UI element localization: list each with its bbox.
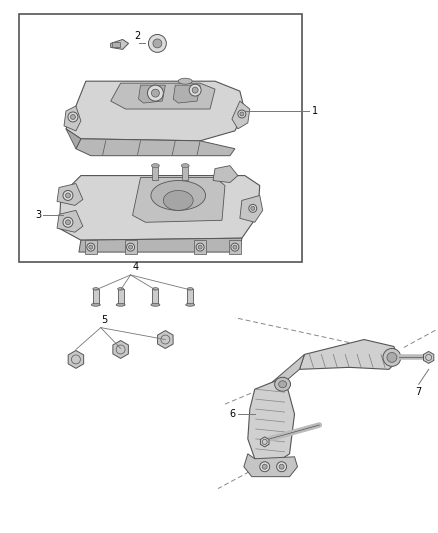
Ellipse shape bbox=[91, 303, 100, 306]
Ellipse shape bbox=[118, 288, 124, 290]
Circle shape bbox=[251, 206, 255, 211]
Polygon shape bbox=[59, 175, 260, 240]
Ellipse shape bbox=[181, 164, 189, 168]
Polygon shape bbox=[265, 354, 304, 399]
Polygon shape bbox=[79, 238, 242, 252]
Bar bbox=[152, 166, 159, 180]
Circle shape bbox=[238, 110, 246, 118]
Polygon shape bbox=[424, 351, 434, 364]
Polygon shape bbox=[76, 139, 235, 156]
Circle shape bbox=[152, 89, 159, 97]
Polygon shape bbox=[66, 129, 81, 149]
Circle shape bbox=[279, 464, 284, 469]
Ellipse shape bbox=[186, 303, 194, 306]
Ellipse shape bbox=[93, 288, 99, 290]
Bar bbox=[93, 289, 99, 305]
Ellipse shape bbox=[387, 352, 397, 362]
Circle shape bbox=[65, 193, 71, 198]
Circle shape bbox=[249, 204, 257, 212]
Bar bbox=[194, 240, 206, 254]
Bar bbox=[182, 166, 188, 180]
Text: 6: 6 bbox=[230, 409, 236, 419]
Polygon shape bbox=[158, 330, 173, 349]
Ellipse shape bbox=[163, 190, 193, 211]
Polygon shape bbox=[213, 166, 238, 182]
Circle shape bbox=[153, 39, 162, 48]
Polygon shape bbox=[232, 101, 250, 129]
Circle shape bbox=[148, 85, 163, 101]
Circle shape bbox=[196, 243, 204, 251]
Circle shape bbox=[65, 220, 71, 225]
Polygon shape bbox=[113, 341, 128, 358]
Bar bbox=[118, 289, 124, 305]
Polygon shape bbox=[300, 340, 399, 369]
Bar bbox=[229, 240, 241, 254]
Polygon shape bbox=[138, 85, 165, 103]
Circle shape bbox=[262, 464, 267, 469]
Circle shape bbox=[89, 245, 93, 249]
Text: 5: 5 bbox=[101, 314, 107, 325]
Bar bbox=[19, 14, 303, 262]
Polygon shape bbox=[64, 106, 81, 131]
Circle shape bbox=[129, 245, 133, 249]
Text: 4: 4 bbox=[133, 262, 139, 272]
Polygon shape bbox=[57, 211, 83, 232]
Text: 1: 1 bbox=[312, 106, 318, 116]
Bar bbox=[187, 289, 193, 305]
Ellipse shape bbox=[275, 377, 290, 391]
Polygon shape bbox=[240, 196, 263, 222]
Circle shape bbox=[192, 87, 198, 93]
Circle shape bbox=[189, 84, 201, 96]
Circle shape bbox=[87, 243, 95, 251]
Text: 7: 7 bbox=[416, 387, 422, 397]
Circle shape bbox=[63, 217, 73, 227]
Polygon shape bbox=[57, 183, 83, 205]
Circle shape bbox=[71, 115, 75, 119]
Ellipse shape bbox=[151, 303, 160, 306]
Ellipse shape bbox=[178, 78, 192, 84]
Polygon shape bbox=[261, 437, 269, 447]
Circle shape bbox=[277, 462, 286, 472]
Polygon shape bbox=[111, 83, 215, 109]
Circle shape bbox=[231, 243, 239, 251]
Ellipse shape bbox=[152, 164, 159, 168]
Ellipse shape bbox=[187, 288, 193, 290]
Ellipse shape bbox=[152, 288, 159, 290]
Polygon shape bbox=[66, 81, 245, 141]
Circle shape bbox=[260, 462, 270, 472]
Polygon shape bbox=[111, 39, 129, 50]
Circle shape bbox=[68, 112, 78, 122]
Circle shape bbox=[148, 35, 166, 52]
Circle shape bbox=[63, 190, 73, 200]
Circle shape bbox=[198, 245, 202, 249]
Circle shape bbox=[233, 245, 237, 249]
Polygon shape bbox=[173, 85, 200, 103]
Polygon shape bbox=[68, 351, 84, 368]
Ellipse shape bbox=[151, 181, 205, 211]
Text: 2: 2 bbox=[134, 31, 141, 42]
Bar bbox=[124, 240, 137, 254]
Bar bbox=[112, 43, 120, 47]
Ellipse shape bbox=[116, 303, 125, 306]
Polygon shape bbox=[248, 377, 294, 464]
Bar bbox=[152, 289, 159, 305]
Polygon shape bbox=[244, 454, 297, 477]
Ellipse shape bbox=[383, 349, 401, 366]
Circle shape bbox=[240, 112, 244, 116]
Bar bbox=[85, 240, 97, 254]
Polygon shape bbox=[133, 177, 225, 222]
Circle shape bbox=[127, 243, 134, 251]
Text: 3: 3 bbox=[35, 211, 41, 220]
Ellipse shape bbox=[279, 381, 286, 387]
